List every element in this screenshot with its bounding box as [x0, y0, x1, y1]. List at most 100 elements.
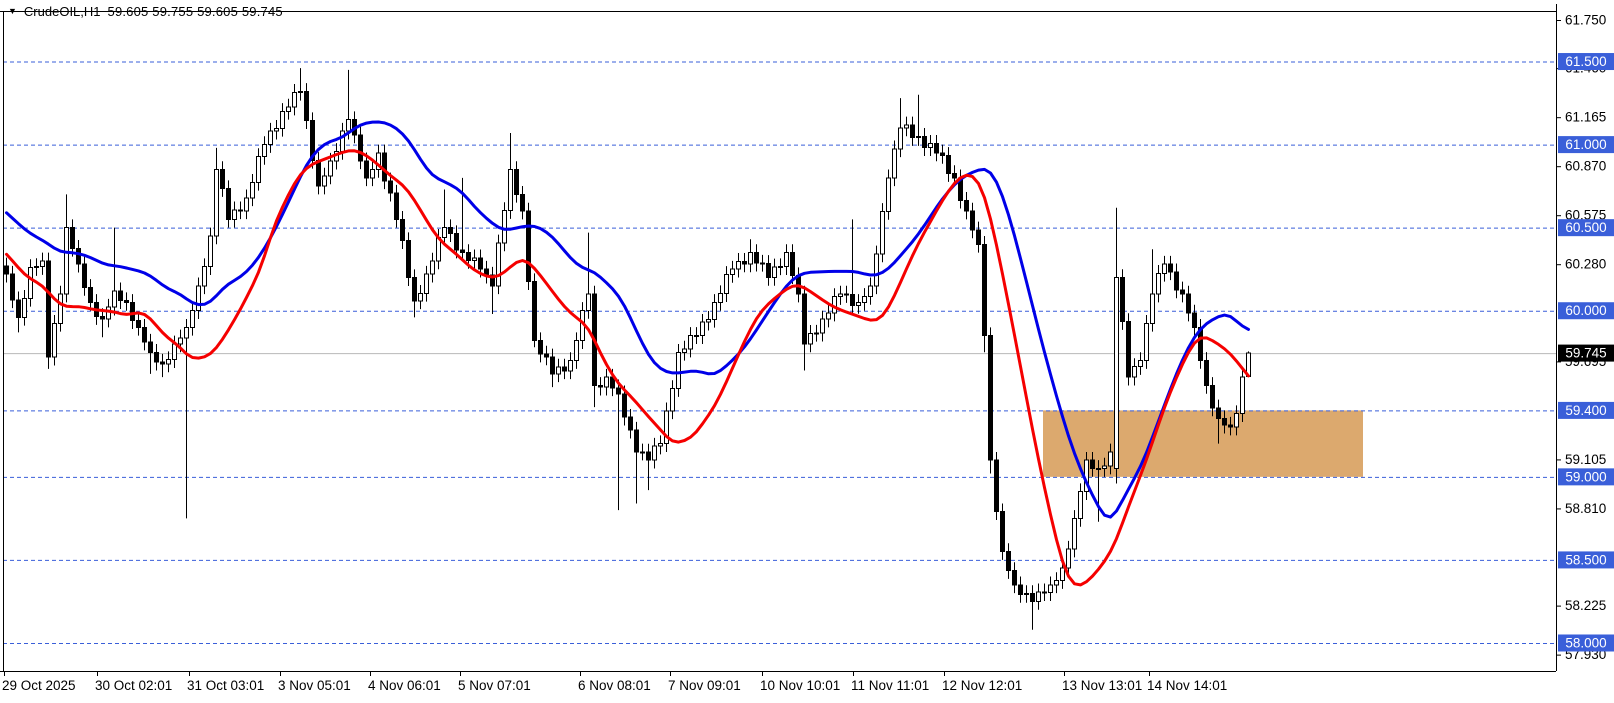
price-tick-label: 60.575: [1565, 208, 1606, 223]
symbol-dropdown-icon[interactable]: ▼: [8, 6, 17, 16]
candle-body: [358, 134, 363, 162]
candle-body: [712, 301, 717, 320]
price-tick-label: 58.225: [1565, 598, 1606, 613]
candle-body: [448, 227, 453, 235]
candle-body: [700, 321, 705, 337]
candle-body: [1012, 570, 1017, 586]
candle-body: [964, 199, 969, 212]
price-tick-label: 61.750: [1565, 13, 1606, 28]
candle-body: [790, 252, 795, 277]
candle-body: [268, 130, 273, 146]
candle-body: [706, 318, 711, 323]
candle-body: [808, 332, 813, 345]
candle-body: [298, 90, 303, 93]
plot-border: [0, 4, 1557, 672]
candle-body: [544, 353, 549, 358]
price-level-badge: [1558, 302, 1614, 320]
time-axis[interactable]: 29 Oct 2025 30 Oct 02:01 31 Oct 03:01 3 Nov…: [2, 671, 1227, 693]
candle-body: [118, 290, 123, 302]
time-tick-label: 7 Nov 09:01: [668, 678, 741, 693]
candle-body: [1048, 584, 1053, 594]
candle-body: [622, 393, 627, 418]
candle-body: [1030, 593, 1035, 602]
candle-body: [1162, 263, 1167, 274]
candle-body: [430, 260, 435, 275]
price-axis[interactable]: 61.75061.46061.16560.87060.57560.28059.6…: [1556, 13, 1614, 663]
ma-red-line: [5, 149, 1250, 587]
candle-body: [994, 459, 999, 513]
candle-body: [682, 348, 687, 353]
candle-body: [472, 257, 477, 261]
candle-body: [844, 293, 849, 296]
candle-body: [646, 451, 651, 461]
candle-body: [520, 193, 525, 212]
candle-body: [640, 451, 645, 454]
candle-body: [70, 227, 75, 249]
candle-body: [1132, 366, 1137, 378]
candle-body: [1108, 451, 1113, 467]
candle-body: [1042, 591, 1047, 594]
price-level-badge-label: 61.000: [1565, 137, 1606, 152]
candle-body: [1216, 407, 1221, 420]
candle-body: [724, 273, 729, 295]
supply-zone-rect[interactable]: [1043, 410, 1363, 477]
candle-body: [418, 292, 423, 302]
candle-body: [766, 262, 771, 279]
candle-body: [478, 257, 483, 270]
candle-body: [1192, 312, 1197, 328]
candle-body: [1174, 271, 1179, 291]
candle-body: [970, 210, 975, 231]
candle-body: [526, 210, 531, 283]
candle-body: [784, 252, 789, 268]
candle-body: [658, 443, 663, 447]
candle-body: [538, 340, 543, 355]
candle-body: [880, 210, 885, 255]
candle-body: [88, 286, 93, 303]
candle-body: [916, 135, 921, 139]
candle-body: [676, 351, 681, 390]
candle-body: [100, 316, 105, 320]
candle-body: [874, 253, 879, 287]
candle-body: [754, 252, 759, 264]
price-tick-label: 61.165: [1565, 110, 1606, 125]
time-tick-label: 30 Oct 02:01: [95, 678, 172, 693]
candle-body: [322, 175, 327, 187]
current-price-badge: [1558, 344, 1614, 362]
time-tick-label: 4 Nov 06:01: [368, 678, 441, 693]
candle-body: [496, 242, 501, 287]
candle-body: [364, 160, 369, 179]
candle-body: [16, 299, 21, 318]
candle-body: [214, 169, 219, 237]
candle-body: [568, 360, 573, 372]
candle-body: [1126, 321, 1131, 378]
candle-body: [202, 266, 207, 287]
candle-body: [670, 388, 675, 412]
price-tick-label: 58.810: [1565, 501, 1606, 516]
candle-body: [130, 301, 135, 322]
candle-body: [1150, 293, 1155, 324]
price-level-badge-label: 60.000: [1565, 303, 1606, 318]
price-level-badge: [1558, 468, 1614, 486]
candle-body: [136, 320, 141, 328]
candle-body: [310, 120, 315, 161]
candle-body: [394, 192, 399, 220]
candle-body: [232, 209, 237, 220]
candle-body: [694, 334, 699, 337]
candle-body: [40, 260, 45, 268]
candle-body: [532, 281, 537, 342]
candle-body: [256, 156, 261, 183]
candle-body: [574, 340, 579, 362]
candle-body: [946, 154, 951, 175]
candle-body: [502, 210, 507, 244]
candle-body: [664, 410, 669, 445]
current-price-badge-label: 59.745: [1565, 346, 1606, 361]
price-level-badge-label: 58.500: [1565, 552, 1606, 567]
candle-body: [160, 361, 165, 365]
candle-body: [1222, 418, 1227, 426]
candle-body: [370, 168, 375, 179]
price-level-badge: [1558, 136, 1614, 154]
candle-body: [1054, 580, 1059, 586]
zone-fill[interactable]: [1043, 410, 1363, 477]
